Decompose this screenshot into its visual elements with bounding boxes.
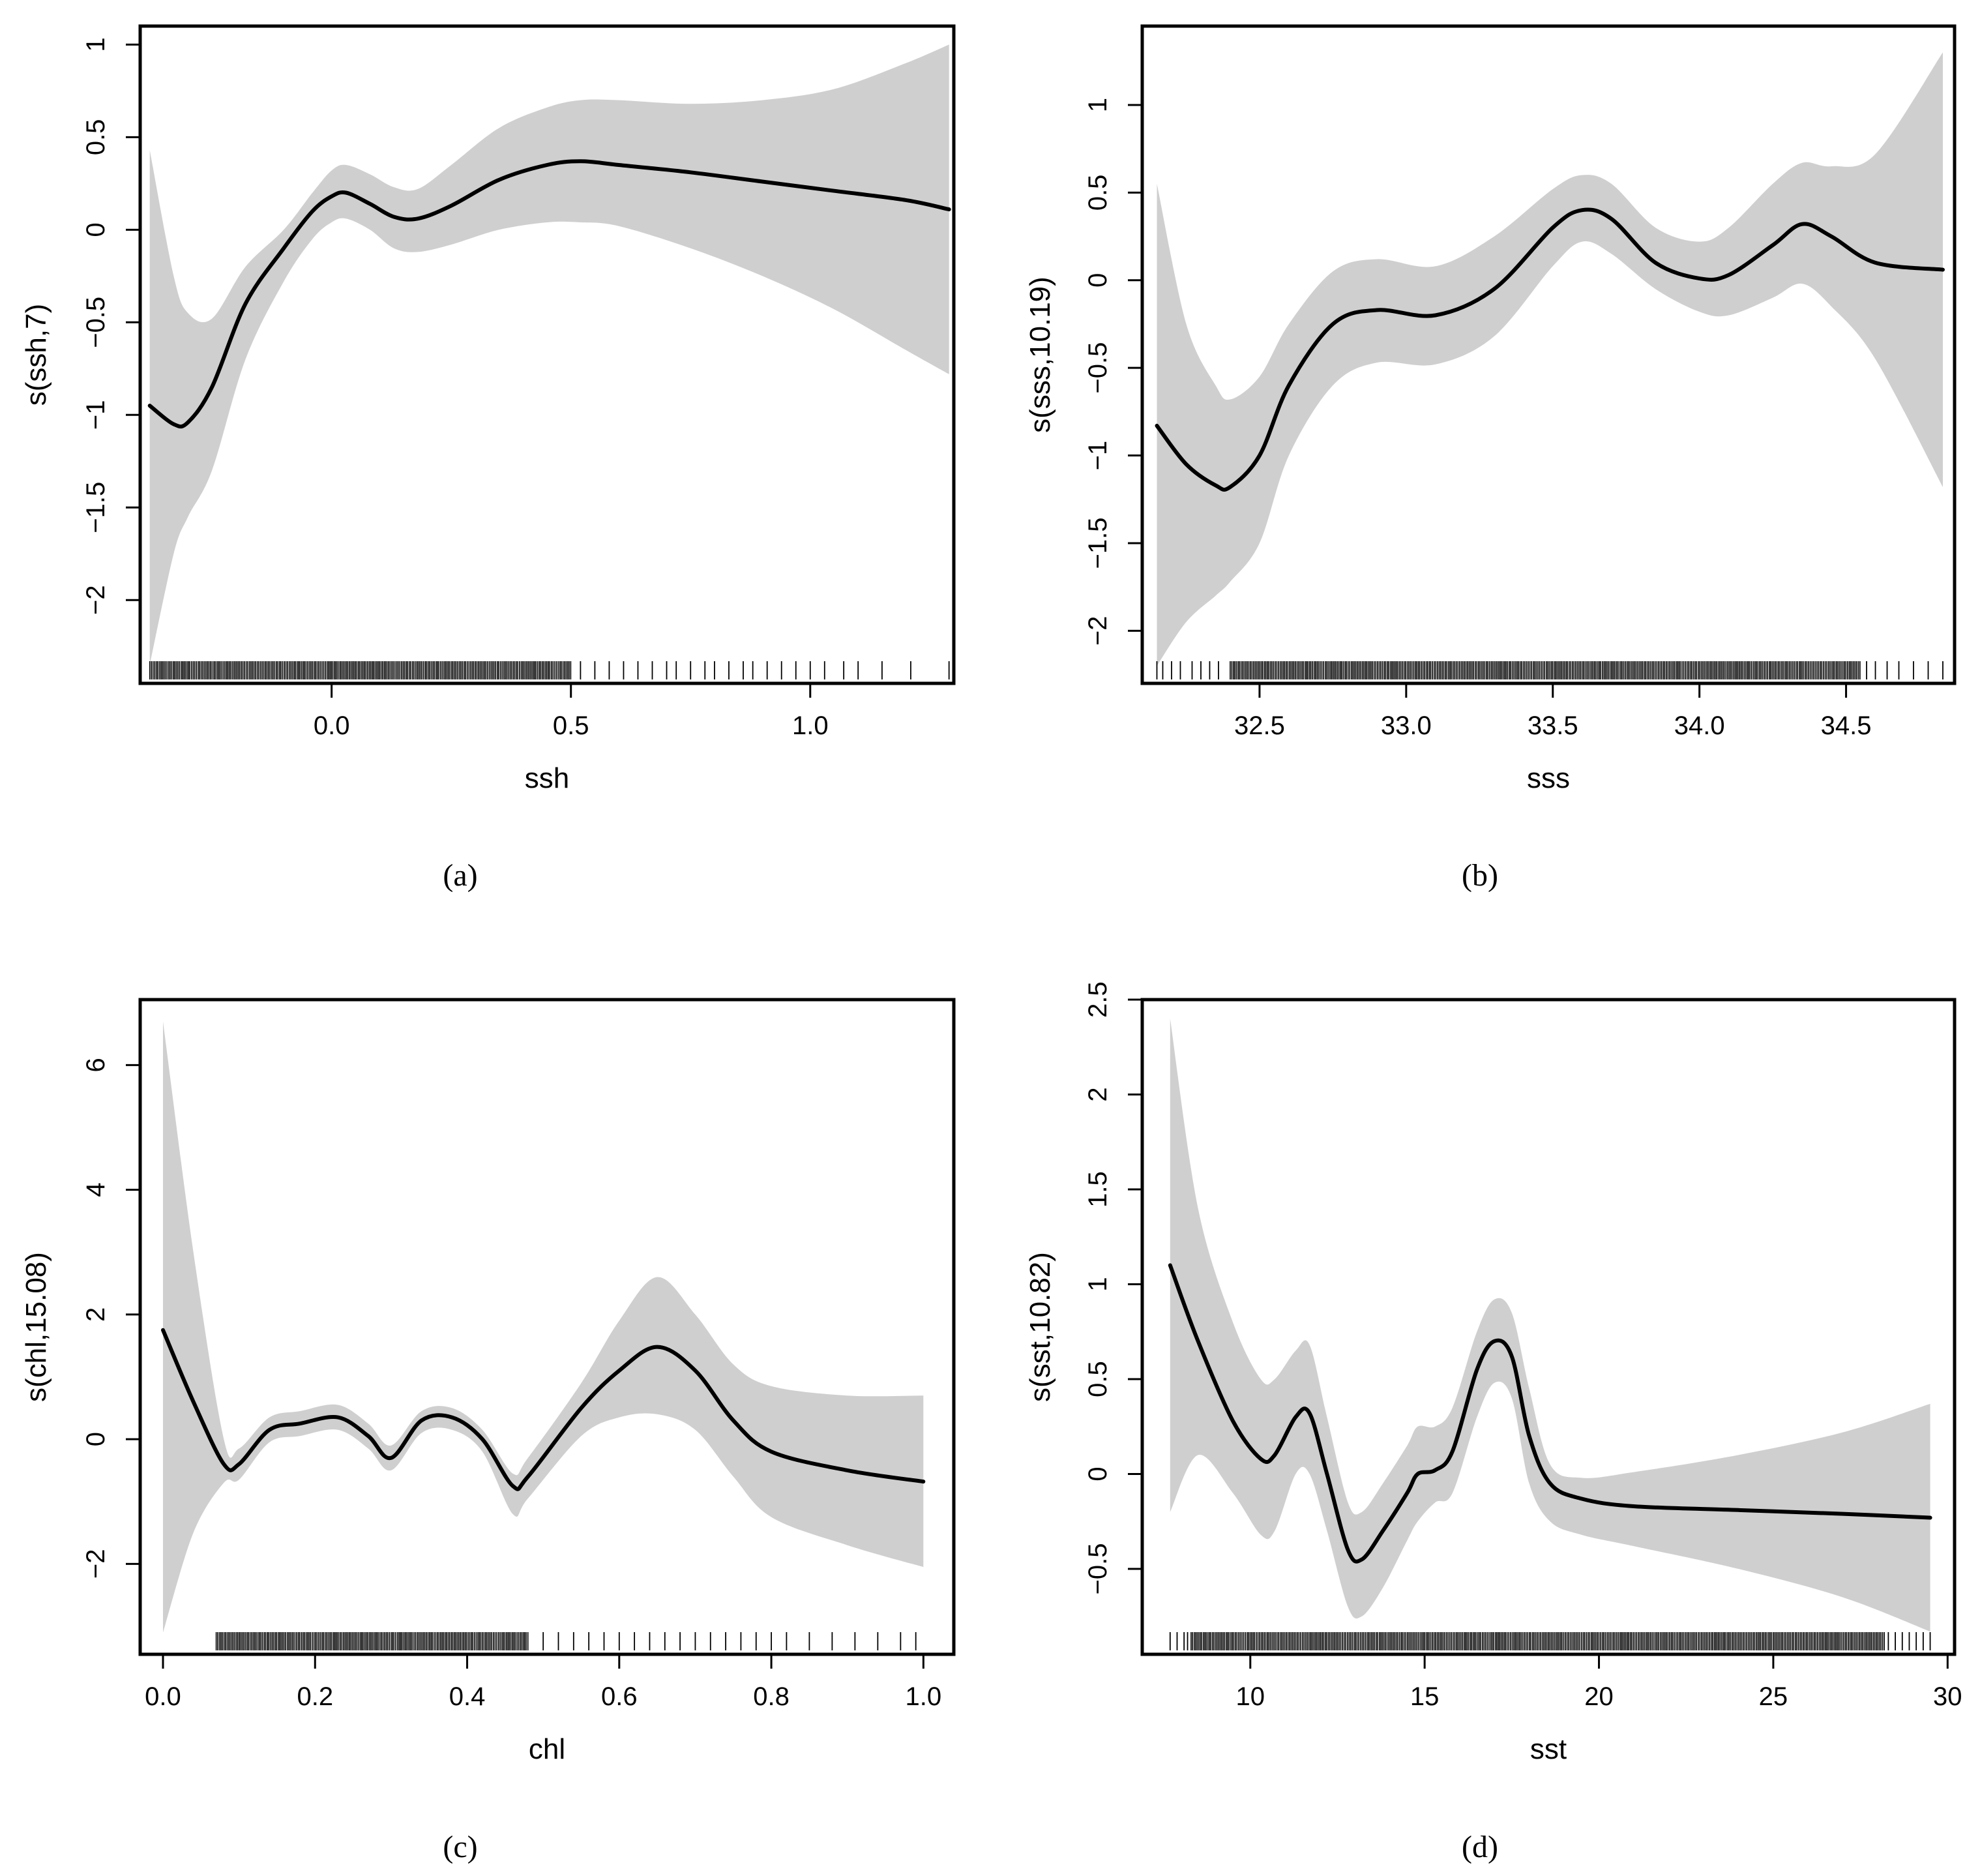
x-axis-title: ssh bbox=[525, 762, 569, 794]
x-tick-label: 0.8 bbox=[753, 1682, 790, 1711]
y-tick-label: −0.5 bbox=[81, 297, 110, 348]
y-tick-label: 0.5 bbox=[1084, 1361, 1112, 1397]
x-tick-label: 33.0 bbox=[1381, 711, 1432, 740]
y-tick-label: 2 bbox=[1084, 1087, 1112, 1101]
y-tick-label: −2 bbox=[81, 1549, 110, 1579]
rug-dense-ticks bbox=[216, 1632, 528, 1650]
x-tick-label: 0.6 bbox=[601, 1682, 638, 1711]
y-axis-title: s(sss,10.19) bbox=[1024, 276, 1056, 433]
x-tick-label: 0.0 bbox=[145, 1682, 181, 1711]
x-axis-title: sst bbox=[1530, 1733, 1567, 1765]
panel-caption: (a) bbox=[443, 858, 477, 893]
y-tick-label: −0.5 bbox=[1084, 342, 1112, 394]
y-tick-label: 0.5 bbox=[1084, 175, 1112, 211]
x-tick-label: 34.0 bbox=[1674, 711, 1725, 740]
y-tick-label: −1 bbox=[1084, 441, 1112, 471]
x-tick-label: 20 bbox=[1584, 1682, 1614, 1711]
y-tick-label: 0 bbox=[81, 1432, 110, 1446]
y-tick-label: 0 bbox=[1084, 273, 1112, 288]
x-tick-label: 0.2 bbox=[297, 1682, 333, 1711]
x-axis-title: sss bbox=[1527, 762, 1570, 794]
x-tick-label: 15 bbox=[1410, 1682, 1440, 1711]
y-tick-label: −1 bbox=[81, 400, 110, 430]
y-axis-title: s(chl,15.08) bbox=[20, 1252, 52, 1402]
x-axis-title: chl bbox=[529, 1733, 565, 1765]
y-tick-label: 6 bbox=[81, 1058, 110, 1072]
y-tick-label: 1 bbox=[81, 37, 110, 52]
y-tick-label: 2 bbox=[81, 1307, 110, 1322]
x-tick-label: 0.4 bbox=[449, 1682, 486, 1711]
y-axis-title: s(ssh,7) bbox=[20, 304, 52, 406]
x-tick-label: 1.0 bbox=[792, 711, 829, 740]
y-tick-label: 4 bbox=[81, 1183, 110, 1197]
x-tick-label: 30 bbox=[1933, 1682, 1962, 1711]
y-tick-label: 0.5 bbox=[81, 119, 110, 156]
panel-caption: (b) bbox=[1462, 858, 1498, 893]
x-tick-label: 25 bbox=[1759, 1682, 1788, 1711]
x-tick-label: 1.0 bbox=[906, 1682, 942, 1711]
y-tick-label: −0.5 bbox=[1084, 1543, 1112, 1595]
panel-caption: (d) bbox=[1462, 1830, 1498, 1864]
y-tick-label: −1.5 bbox=[1084, 517, 1112, 569]
x-tick-label: 34.5 bbox=[1821, 711, 1872, 740]
x-tick-label: 0.0 bbox=[314, 711, 350, 740]
x-tick-label: 33.5 bbox=[1528, 711, 1578, 740]
x-tick-label: 10 bbox=[1236, 1682, 1265, 1711]
y-tick-label: 0 bbox=[81, 222, 110, 237]
panel-caption: (c) bbox=[443, 1830, 477, 1864]
y-tick-label: 0 bbox=[1084, 1467, 1112, 1481]
x-tick-label: 32.5 bbox=[1234, 711, 1285, 740]
y-tick-label: −2 bbox=[1084, 616, 1112, 646]
y-tick-label: −1.5 bbox=[81, 482, 110, 533]
y-tick-label: 1 bbox=[1084, 1277, 1112, 1291]
x-tick-label: 0.5 bbox=[553, 711, 589, 740]
y-tick-label: 2.5 bbox=[1084, 981, 1112, 1018]
figure: 0.0 0.5 1.0 −2 −1.5 −1 −0.5 0 0.5 1 ssh s(ssh,7) (a)… bbox=[0, 0, 1980, 1876]
y-axis-title: s(sst,10.82) bbox=[1024, 1252, 1056, 1402]
y-tick-label: 1.5 bbox=[1084, 1171, 1112, 1208]
y-tick-label: −2 bbox=[81, 585, 110, 615]
y-tick-label: 1 bbox=[1084, 98, 1112, 112]
